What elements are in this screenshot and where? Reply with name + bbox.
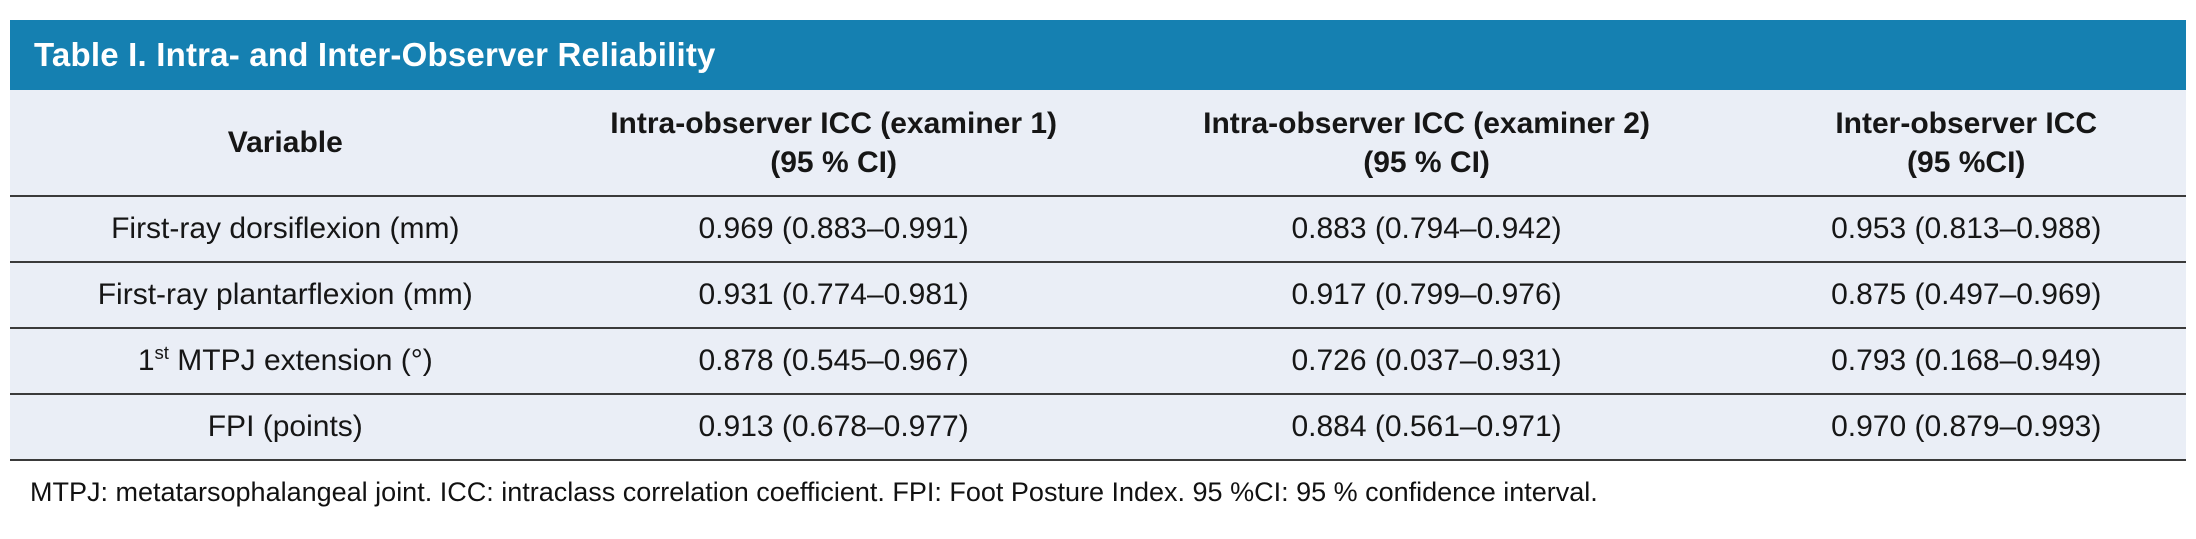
table-row: 1st MTPJ extension (°) 0.878 (0.545–0.96…: [10, 327, 2186, 394]
variable-label: First-ray plantarflexion (mm): [97, 278, 473, 311]
header-sublabel: (95 % CI): [770, 145, 897, 179]
header-sublabel: (95 %CI): [1907, 145, 2026, 179]
header-row: Variable Intra-observer ICC (examiner 1)…: [10, 90, 2186, 196]
variable-cell: First-ray plantarflexion (mm): [10, 261, 561, 328]
variable-label: FPI (points): [207, 410, 363, 443]
variable-cell: 1st MTPJ extension (°): [10, 327, 561, 394]
inter-observer-cell: 0.875 (0.497–0.969): [1746, 261, 2186, 328]
variable-cell: First-ray dorsiflexion (mm): [10, 195, 561, 262]
column-header-intra-observer-1: Intra-observer ICC (examiner 1) (95 % CI…: [561, 90, 1107, 196]
variable-label: 1: [137, 344, 155, 377]
icc-examiner2-cell: 0.884 (0.561–0.971): [1106, 393, 1747, 461]
icc-examiner1-cell: 0.969 (0.883–0.991): [560, 195, 1107, 262]
table-row: First-ray plantarflexion (mm) 0.931 (0.7…: [10, 261, 2186, 328]
variable-superscript: st: [154, 342, 169, 363]
icc-examiner2-cell: 0.883 (0.794–0.942): [1106, 195, 1747, 262]
inter-observer-cell: 0.970 (0.879–0.993): [1746, 393, 2186, 461]
table-footnote: MTPJ: metatarsophalangeal joint. ICC: in…: [10, 461, 2186, 508]
header-label: Inter-observer ICC: [1835, 106, 2098, 140]
icc-examiner2-cell: 0.917 (0.799–0.976): [1106, 261, 1747, 328]
column-header-variable: Variable: [10, 90, 561, 196]
header-label: Intra-observer ICC (examiner 2): [1203, 106, 1650, 140]
table-row: First-ray dorsiflexion (mm) 0.969 (0.883…: [10, 195, 2186, 262]
table-title: Table I. Intra- and Inter-Observer Relia…: [34, 36, 716, 73]
table-figure: Table I. Intra- and Inter-Observer Relia…: [10, 20, 2186, 508]
variable-label-suffix: MTPJ extension (°): [168, 344, 433, 377]
header-label: Intra-observer ICC (examiner 1): [610, 106, 1058, 140]
icc-examiner2-cell: 0.726 (0.037–0.931): [1106, 327, 1747, 394]
variable-label: First-ray dorsiflexion (mm): [111, 212, 460, 245]
icc-examiner1-cell: 0.931 (0.774–0.981): [560, 261, 1107, 328]
inter-observer-cell: 0.953 (0.813–0.988): [1746, 195, 2186, 262]
column-header-intra-observer-2: Intra-observer ICC (examiner 2) (95 % CI…: [1107, 90, 1747, 196]
column-header-inter-observer: Inter-observer ICC (95 %CI): [1746, 90, 2186, 196]
reliability-table: Variable Intra-observer ICC (examiner 1)…: [10, 90, 2186, 461]
variable-cell: FPI (points): [10, 393, 561, 461]
header-sublabel: (95 % CI): [1363, 145, 1490, 179]
table-title-bar: Table I. Intra- and Inter-Observer Relia…: [10, 20, 2186, 90]
icc-examiner1-cell: 0.913 (0.678–0.977): [560, 393, 1107, 461]
header-label: Variable: [227, 126, 343, 159]
icc-examiner1-cell: 0.878 (0.545–0.967): [560, 327, 1107, 394]
inter-observer-cell: 0.793 (0.168–0.949): [1746, 327, 2186, 394]
table-row: FPI (points) 0.913 (0.678–0.977) 0.884 (…: [10, 393, 2186, 461]
